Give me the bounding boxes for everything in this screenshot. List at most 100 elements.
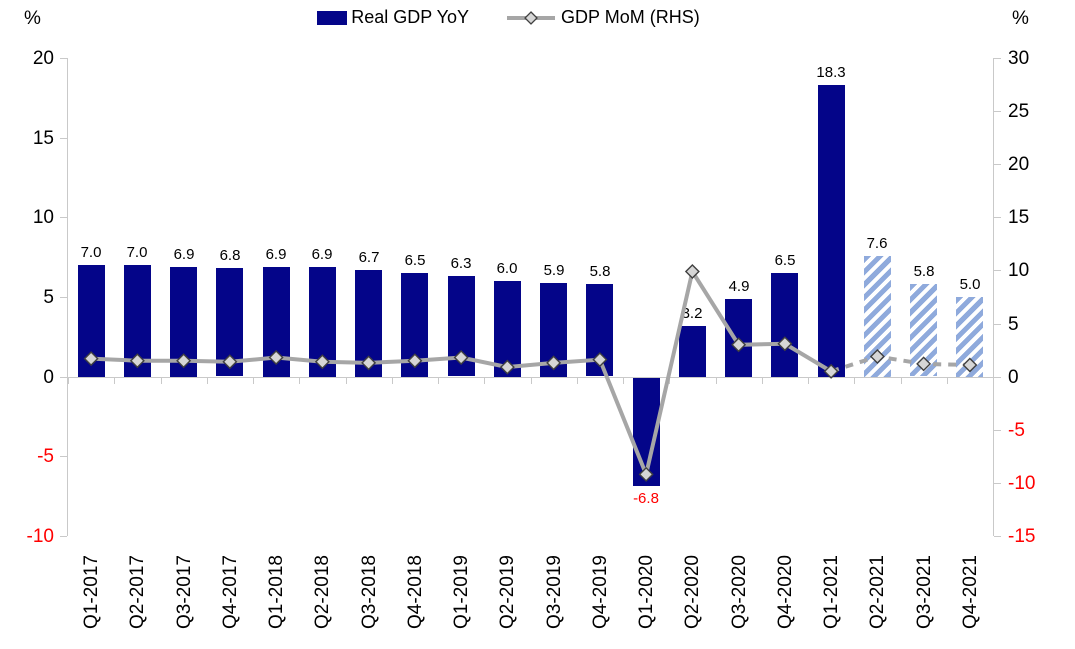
right-axis-tick-label: 30 xyxy=(1008,48,1030,69)
x-axis-tick xyxy=(207,377,208,384)
x-axis-label-Q1-2017: Q1-2017 xyxy=(81,555,102,629)
bar-value-label: 18.3 xyxy=(816,64,846,81)
bar-value-label: 7.0 xyxy=(80,244,102,261)
x-axis-tick xyxy=(253,377,254,384)
x-axis-tick xyxy=(901,377,902,384)
right-axis-tick xyxy=(994,324,1001,325)
x-axis-tick xyxy=(484,377,485,384)
left-axis-tick xyxy=(60,456,67,457)
right-axis-tick xyxy=(994,164,1001,165)
left-axis-tick xyxy=(60,217,67,218)
bar-value-label: 6.5 xyxy=(774,252,796,269)
line-marker-Q4-2018 xyxy=(407,353,423,369)
line-marker-Q4-2020 xyxy=(777,336,793,352)
left-axis-tick-label: 0 xyxy=(43,367,54,388)
right-axis-tick-label: 0 xyxy=(1008,367,1019,388)
x-axis-label-Q3-2019: Q3-2019 xyxy=(544,555,565,629)
x-axis-tick xyxy=(299,377,300,384)
left-axis-tick xyxy=(60,377,67,378)
legend-line-label: GDP MoM (RHS) xyxy=(561,7,700,27)
left-axis-tick xyxy=(60,297,67,298)
x-axis-label-Q4-2020: Q4-2020 xyxy=(775,555,796,629)
right-axis-unit: % xyxy=(1012,8,1029,29)
right-axis-tick-label: 5 xyxy=(1008,314,1019,335)
x-axis-label-Q1-2018: Q1-2018 xyxy=(266,555,287,629)
bar-series-swatch-icon xyxy=(317,10,348,25)
x-axis-label-Q3-2018: Q3-2018 xyxy=(359,555,380,629)
left-axis-tick-label: 5 xyxy=(43,287,54,308)
bar-value-label: 4.9 xyxy=(728,278,750,295)
line-marker-Q3-2018 xyxy=(361,355,377,371)
left-axis-unit: % xyxy=(24,8,41,29)
bar-value-label: 6.5 xyxy=(404,252,426,269)
left-axis-tick-label: 10 xyxy=(32,207,54,228)
left-axis-tick xyxy=(60,58,67,59)
bar-value-label: 6.3 xyxy=(450,255,472,272)
bar-Q2-2020 xyxy=(679,326,706,377)
bar-value-label: 7.0 xyxy=(126,244,148,261)
x-axis-label-Q1-2020: Q1-2020 xyxy=(636,555,657,629)
line-marker-Q4-2017 xyxy=(222,354,238,370)
x-axis-label-Q4-2021: Q4-2021 xyxy=(960,555,981,629)
line-marker-Q1-2021 xyxy=(823,363,839,379)
bar-value-label: 6.9 xyxy=(173,246,195,263)
right-axis-tick-label: 20 xyxy=(1008,154,1030,175)
right-axis-tick-label: -15 xyxy=(1008,526,1036,547)
line-marker-icon xyxy=(505,10,557,26)
gdp-mom-line xyxy=(83,264,978,482)
x-axis-tick xyxy=(577,377,578,384)
x-axis-baseline xyxy=(68,377,993,378)
right-axis-tick xyxy=(994,217,1001,218)
right-axis-tick-label: -10 xyxy=(1008,473,1036,494)
right-axis-tick xyxy=(994,536,1001,537)
bar-value-label: 5.8 xyxy=(589,263,611,280)
bar-value-label: 6.8 xyxy=(219,247,241,264)
x-axis-label-Q2-2021: Q2-2021 xyxy=(867,555,888,629)
x-axis-tick xyxy=(114,377,115,384)
left-axis-tick xyxy=(60,138,67,139)
x-axis-label-Q1-2019: Q1-2019 xyxy=(451,555,472,629)
x-axis-label-Q3-2020: Q3-2020 xyxy=(729,555,750,629)
x-axis-label-Q3-2017: Q3-2017 xyxy=(174,555,195,629)
x-axis-label-Q2-2020: Q2-2020 xyxy=(682,555,703,629)
right-axis-tick xyxy=(994,377,1001,378)
x-axis-tick xyxy=(716,377,717,384)
line-marker-Q3-2017 xyxy=(176,353,192,369)
right-axis-tick-label: 15 xyxy=(1008,207,1030,228)
x-axis-tick xyxy=(438,377,439,384)
bar-value-label: -6.8 xyxy=(633,490,659,507)
x-axis-label-Q2-2018: Q2-2018 xyxy=(312,555,333,629)
line-marker-Q4-2021 xyxy=(962,357,978,373)
line-marker-Q1-2019 xyxy=(453,350,469,366)
right-axis-line xyxy=(993,58,994,536)
right-axis-tick xyxy=(994,430,1001,431)
bar-value-label: 5.9 xyxy=(543,262,565,279)
x-axis-tick xyxy=(623,377,624,384)
x-axis-label-Q2-2017: Q2-2017 xyxy=(127,555,148,629)
x-axis-tick xyxy=(762,377,763,384)
bar-Q4-2020 xyxy=(771,273,798,377)
bar-value-label: 6.9 xyxy=(311,246,333,263)
right-axis-tick-label: 25 xyxy=(1008,101,1030,122)
line-marker-Q2-2019 xyxy=(499,359,515,375)
x-axis-tick xyxy=(161,377,162,384)
line-marker-Q2-2018 xyxy=(314,354,330,370)
x-axis-label-Q4-2017: Q4-2017 xyxy=(220,555,241,629)
legend-bar-label: Real GDP YoY xyxy=(351,7,470,27)
left-axis-tick xyxy=(60,536,67,537)
x-axis-label-Q4-2018: Q4-2018 xyxy=(405,555,426,629)
right-axis-tick xyxy=(994,483,1001,484)
line-marker-Q3-2021 xyxy=(916,356,932,372)
left-axis-tick-label: -10 xyxy=(26,526,54,547)
line-marker-Q2-2021 xyxy=(869,348,885,364)
x-axis-tick xyxy=(854,377,855,384)
x-axis-tick xyxy=(68,377,69,384)
legend: Real GDP YoY GDP MoM (RHS) xyxy=(0,7,1075,28)
bar-value-label: 7.6 xyxy=(866,235,888,252)
bar-value-label: 6.9 xyxy=(265,246,287,263)
x-axis-label-Q2-2019: Q2-2019 xyxy=(497,555,518,629)
bar-value-label: 5.8 xyxy=(913,263,935,280)
bar-value-label: 5.0 xyxy=(959,276,981,293)
legend-item-real-gdp-yoy[interactable]: Real GDP YoY xyxy=(317,7,469,28)
legend-item-gdp-mom[interactable]: GDP MoM (RHS) xyxy=(505,7,700,28)
